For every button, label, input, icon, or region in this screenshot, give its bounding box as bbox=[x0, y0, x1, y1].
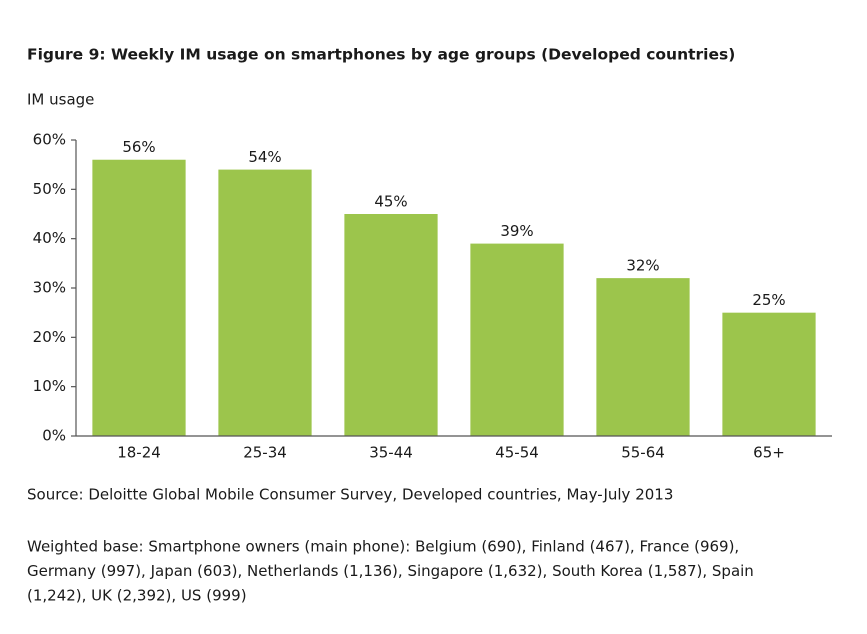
y-tick-label: 10% bbox=[33, 377, 66, 395]
data-label: 39% bbox=[500, 222, 533, 240]
x-tick-label: 55-64 bbox=[621, 444, 665, 462]
data-label: 56% bbox=[122, 138, 155, 156]
bar bbox=[344, 214, 438, 436]
x-tick-label: 35-44 bbox=[369, 444, 413, 462]
y-tick-label: 0% bbox=[42, 427, 66, 445]
x-tick-label: 45-54 bbox=[495, 444, 539, 462]
bar bbox=[722, 312, 816, 436]
source: Source: Deloitte Global Mobile Consumer … bbox=[27, 486, 673, 504]
y-tick-label: 40% bbox=[33, 229, 66, 247]
chart-title: Figure 9: Weekly IM usage on smartphones… bbox=[27, 46, 735, 64]
bar bbox=[596, 278, 690, 436]
x-tick-label: 18-24 bbox=[117, 444, 161, 462]
y-tick-label: 60% bbox=[33, 131, 66, 149]
data-label: 54% bbox=[248, 148, 281, 166]
y-tick-label: 30% bbox=[33, 279, 66, 297]
y-axis-label: IM usage bbox=[27, 91, 94, 109]
data-label: 45% bbox=[374, 193, 407, 211]
bar bbox=[92, 159, 186, 436]
bar bbox=[470, 243, 564, 436]
note-line: Germany (997), Japan (603), Netherlands … bbox=[27, 562, 754, 580]
x-tick-label: 65+ bbox=[753, 444, 785, 462]
data-label: 32% bbox=[626, 257, 659, 275]
bar bbox=[218, 169, 312, 436]
y-tick-label: 50% bbox=[33, 180, 66, 198]
data-label: 25% bbox=[752, 291, 785, 309]
note-line: Weighted base: Smartphone owners (main p… bbox=[27, 538, 739, 556]
y-tick-label: 20% bbox=[33, 328, 66, 346]
x-tick-label: 25-34 bbox=[243, 444, 287, 462]
note-line: (1,242), UK (2,392), US (999) bbox=[27, 587, 247, 605]
